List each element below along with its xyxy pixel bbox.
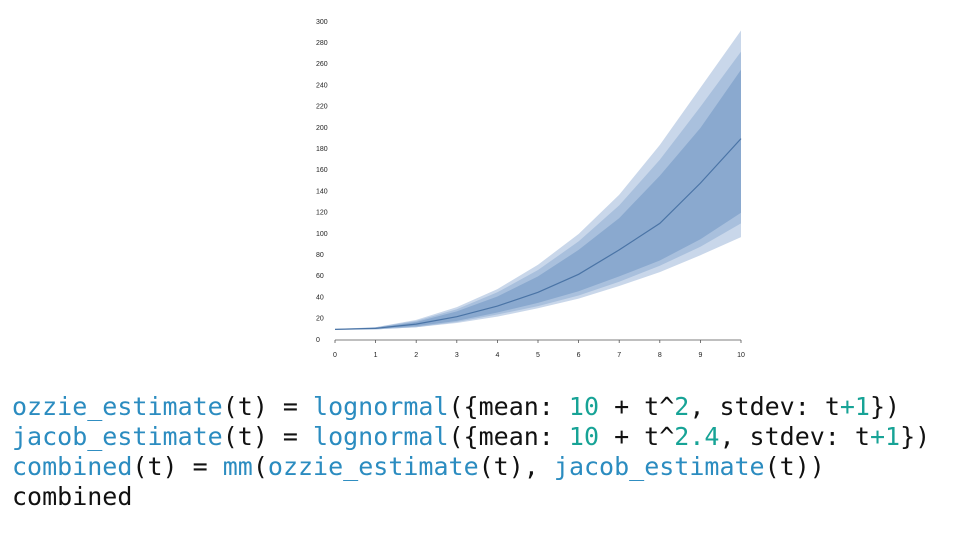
code-line: jacob_estimate(t) = lognormal({mean: 10 … xyxy=(12,422,930,452)
x-tick-label: 1 xyxy=(374,352,378,359)
code-token: 2.4 xyxy=(674,422,720,451)
code-line: combined(t) = mm(ozzie_estimate(t), jaco… xyxy=(12,452,930,482)
code-token: (t)) xyxy=(764,452,825,481)
y-tick-label: 20 xyxy=(316,316,324,323)
code-token: + t^ xyxy=(599,422,675,451)
code-token: }) xyxy=(900,422,931,451)
code-token: ozzie_estimate xyxy=(267,452,479,481)
code-token: 2 xyxy=(674,392,690,421)
median-line xyxy=(334,138,742,330)
code-token: (t), xyxy=(478,452,554,481)
code-token: lognormal xyxy=(313,392,449,421)
code-token: , stdev: t xyxy=(719,422,870,451)
y-tick-label: 200 xyxy=(316,125,328,132)
code-token: combined xyxy=(12,452,133,481)
y-tick-label: 0 xyxy=(316,337,320,344)
code-token: +1 xyxy=(869,422,901,451)
code-token: +1 xyxy=(839,392,870,421)
x-tick-label: 9 xyxy=(698,352,702,359)
x-tick-label: 6 xyxy=(577,352,581,359)
x-tick-label: 4 xyxy=(495,352,499,359)
x-tick-label: 7 xyxy=(617,352,621,359)
code-token: lognormal xyxy=(313,422,449,451)
y-tick-label: 40 xyxy=(316,294,324,301)
code-token: (t) = xyxy=(222,422,314,451)
code-line: combined xyxy=(12,482,930,512)
code-token: + t^ xyxy=(599,392,675,421)
y-tick-label: 100 xyxy=(316,231,328,238)
code-token: , stdev: t xyxy=(689,392,840,421)
x-tick-label: 10 xyxy=(737,352,745,359)
code-token: jacob_estimate xyxy=(553,452,765,481)
code-token: }) xyxy=(869,392,901,421)
x-tick-label: 8 xyxy=(658,352,662,359)
code-line: ozzie_estimate(t) = lognormal({mean: 10 … xyxy=(12,392,930,422)
code-token: ( xyxy=(252,452,268,481)
code-token: (t) = xyxy=(132,452,223,481)
y-tick-label: 300 xyxy=(316,19,328,26)
x-tick-label: 3 xyxy=(455,352,459,359)
code-token: ozzie_estimate xyxy=(12,392,223,421)
code-token: jacob_estimate xyxy=(12,422,223,451)
code-token: mm xyxy=(222,452,253,481)
x-tick-label: 0 xyxy=(333,352,337,359)
y-tick-label: 80 xyxy=(316,252,324,259)
y-tick-label: 240 xyxy=(316,82,328,89)
y-tick-label: 120 xyxy=(316,210,328,217)
y-tick-label: 140 xyxy=(316,188,328,195)
code-editor: ozzie_estimate(t) = lognormal({mean: 10 … xyxy=(12,392,930,512)
y-tick-label: 160 xyxy=(316,167,328,174)
y-tick-label: 260 xyxy=(316,61,328,68)
code-token: combined xyxy=(12,482,133,511)
band xyxy=(335,69,741,330)
y-tick-label: 280 xyxy=(316,40,328,47)
code-token: 10 xyxy=(568,422,600,451)
x-tick-label: 5 xyxy=(536,352,540,359)
code-token: ({mean: xyxy=(448,392,569,421)
code-token: (t) = xyxy=(222,392,314,421)
chart: 0204060801001201401601802002202402602803… xyxy=(316,19,745,359)
y-tick-label: 180 xyxy=(316,146,328,153)
code-token: ({mean: xyxy=(448,422,569,451)
x-tick-label: 2 xyxy=(414,352,418,359)
y-tick-label: 220 xyxy=(316,104,328,111)
y-tick-label: 60 xyxy=(316,273,324,280)
code-token: 10 xyxy=(568,392,600,421)
